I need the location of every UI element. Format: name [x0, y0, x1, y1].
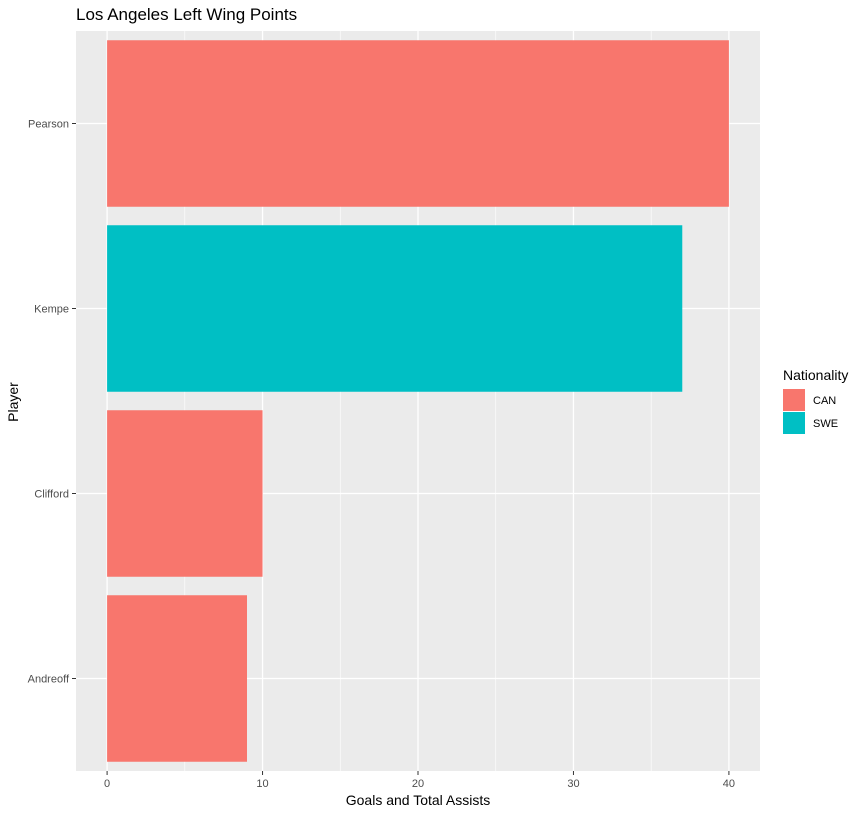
y-tick-label: Andreoff [28, 674, 70, 686]
bar-andreoff [107, 595, 247, 762]
y-tick-label: Pearson [28, 119, 69, 131]
x-tick-label: 20 [412, 778, 424, 790]
bar-clifford [107, 410, 263, 577]
x-tick-label: 30 [567, 778, 579, 790]
x-tick-label: 0 [104, 778, 110, 790]
y-tick-label: Kempe [34, 304, 69, 316]
chart-title: Los Angeles Left Wing Points [76, 5, 297, 24]
x-axis-title: Goals and Total Assists [346, 792, 490, 808]
bar-kempe [107, 225, 683, 392]
y-axis-title: Player [5, 382, 21, 422]
legend-title: Nationality [783, 367, 848, 383]
axes: 0 10 20 30 40 Pearson Kempe Clifford Andreoff [28, 119, 735, 791]
legend-key-swe [783, 412, 805, 434]
y-tick-label: Clifford [34, 489, 69, 501]
x-tick-label: 40 [723, 778, 735, 790]
bars [107, 40, 729, 762]
legend: Nationality CAN SWE [783, 367, 848, 434]
x-tick-label: 10 [256, 778, 268, 790]
legend-key-can [783, 389, 805, 411]
bar-pearson [107, 40, 729, 207]
legend-label-can: CAN [813, 395, 836, 407]
legend-label-swe: SWE [813, 418, 838, 430]
